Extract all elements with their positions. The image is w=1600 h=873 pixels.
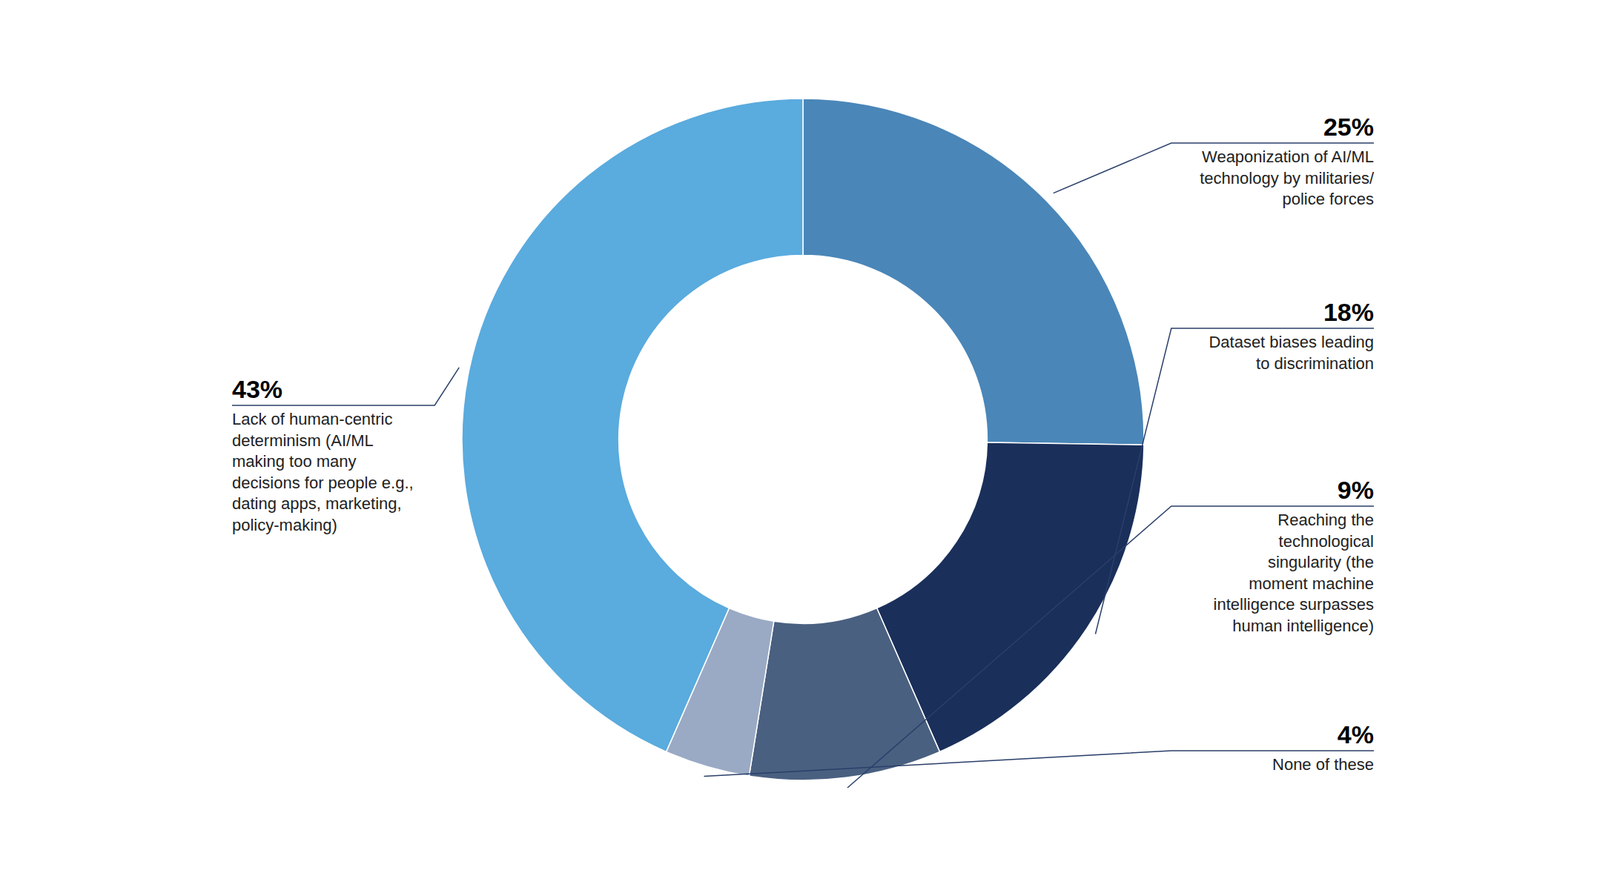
svg-text:Weaponization of AI/MLtechnolo: Weaponization of AI/MLtechnology by mili… [1199, 147, 1375, 209]
svg-text:25%: 25% [1323, 112, 1374, 141]
svg-text:43%: 43% [232, 375, 283, 404]
svg-text:Dataset biases leadingto discr: Dataset biases leadingto discrimination [1208, 332, 1374, 373]
svg-text:4%: 4% [1337, 720, 1374, 749]
svg-text:9%: 9% [1337, 475, 1374, 505]
svg-text:Reaching thetechnologicalsingu: Reaching thetechnologicalsingularity (th… [1213, 510, 1374, 636]
svg-text:Lack of human-centricdetermini: Lack of human-centricdeterminism (AI/MLm… [232, 410, 414, 535]
svg-text:None of these: None of these [1272, 755, 1374, 775]
svg-text:18%: 18% [1323, 298, 1374, 327]
